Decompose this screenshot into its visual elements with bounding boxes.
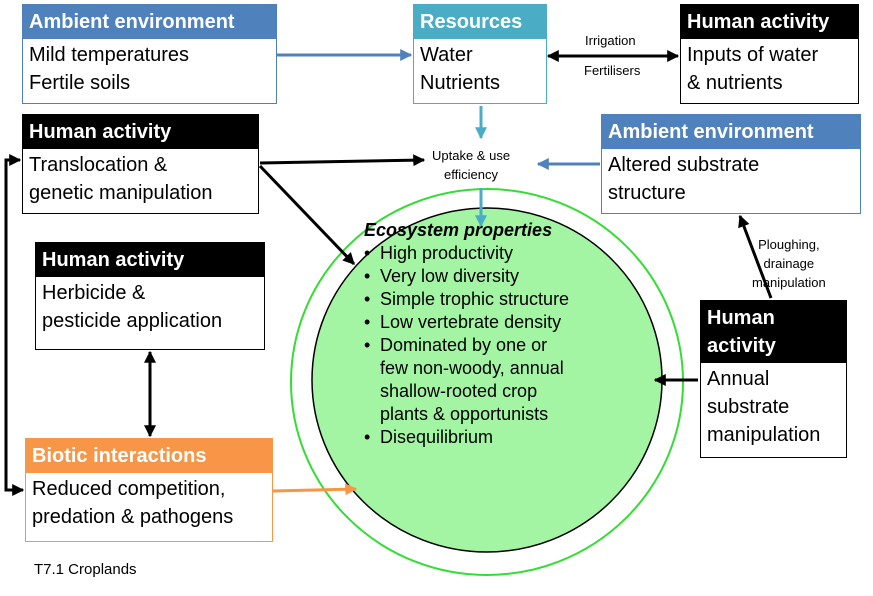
substrate-line: structure: [608, 182, 686, 204]
human-activity-translocation-box: Human activity Translocation & genetic m…: [22, 114, 259, 214]
figure-caption: T7.1 Croplands: [34, 561, 137, 578]
substrate-line: Altered substrate: [608, 154, 760, 176]
ploughing-label-line: Ploughing,: [758, 237, 820, 252]
translocation-line: genetic manipulation: [29, 182, 213, 204]
ploughing-label-line: drainage: [763, 256, 815, 271]
biotic-interactions-header: Biotic interactions: [26, 439, 272, 473]
uptake-label-line: Uptake & use: [432, 148, 511, 163]
biotic-line: Reduced competition,: [32, 478, 226, 500]
fertilisers-label: Fertilisers: [584, 63, 641, 78]
human-activity-header: Human activity: [23, 115, 258, 149]
ecosystem-item: High productivity: [358, 242, 670, 265]
resources-line: Water: [420, 44, 473, 66]
herbicide-line: pesticide application: [42, 310, 223, 332]
annual-line: substrate: [707, 396, 790, 418]
arrow-biotic-to-ecosystem: [272, 483, 358, 496]
human-activity-header-line: activity: [707, 335, 776, 357]
herbicide-line: Herbicide &: [42, 282, 146, 304]
ecosystem-item: Dominated by one or few non-woody, annua…: [358, 334, 670, 426]
ecosystem-item: Very low diversity: [358, 265, 670, 288]
ecosystem-item: Simple trophic structure: [358, 288, 670, 311]
human-activity-header-line: Human: [707, 307, 775, 329]
arrow-substrate-to-ambient2: [738, 214, 773, 299]
ecosystem-item: Low vertebrate density: [358, 311, 670, 334]
arrow-left-loop: [4, 154, 25, 496]
irrigation-label: Irrigation: [585, 33, 636, 48]
human-activity-inputs-box: Human activity Inputs of water & nutrien…: [680, 4, 859, 104]
inputs-line: Inputs of water: [687, 44, 819, 66]
ambient-environment-header: Ambient environment: [602, 115, 860, 149]
ploughing-label-line: manipulation: [752, 275, 826, 290]
human-activity-substrate-box: Human activity Annual substrate manipula…: [700, 300, 847, 458]
ecosystem-properties: Ecosystem properties High productivity V…: [320, 218, 670, 548]
ambient-environment-box: Ambient environment Mild temperatures Fe…: [22, 4, 277, 104]
annual-line: Annual: [707, 368, 770, 390]
biotic-interactions-box: Biotic interactions Reduced competition,…: [25, 438, 273, 542]
ambient-line: Mild temperatures: [29, 44, 190, 66]
arrow-translocation-to-uptake: [259, 154, 426, 167]
ambient-line: Fertile soils: [29, 72, 131, 94]
biotic-line: predation & pathogens: [32, 506, 234, 528]
ploughing-label: Ploughing, drainage manipulation: [752, 235, 826, 292]
resources-line: Nutrients: [420, 72, 501, 94]
uptake-label: Uptake & use efficiency: [432, 146, 510, 184]
human-activity-herbicide-box: Human activity Herbicide & pesticide app…: [35, 242, 265, 350]
uptake-label-line: efficiency: [444, 167, 498, 182]
resources-box: Resources Water Nutrients: [413, 4, 547, 104]
human-activity-header: Human activity: [681, 5, 858, 39]
annual-line: manipulation: [707, 424, 821, 446]
inputs-line: & nutrients: [687, 72, 783, 94]
translocation-line: Translocation &: [29, 154, 168, 176]
resources-header: Resources: [414, 5, 546, 39]
arrow-translocation-to-ecosystem: [258, 164, 356, 266]
human-activity-header: Human activity: [701, 301, 846, 363]
human-activity-header: Human activity: [36, 243, 264, 277]
ecosystem-item: Disequilibrium: [358, 426, 670, 449]
ambient-environment-header: Ambient environment: [23, 5, 276, 39]
ambient-environment-substrate-box: Ambient environment Altered substrate st…: [601, 114, 861, 214]
ecosystem-title: Ecosystem properties: [364, 220, 553, 240]
